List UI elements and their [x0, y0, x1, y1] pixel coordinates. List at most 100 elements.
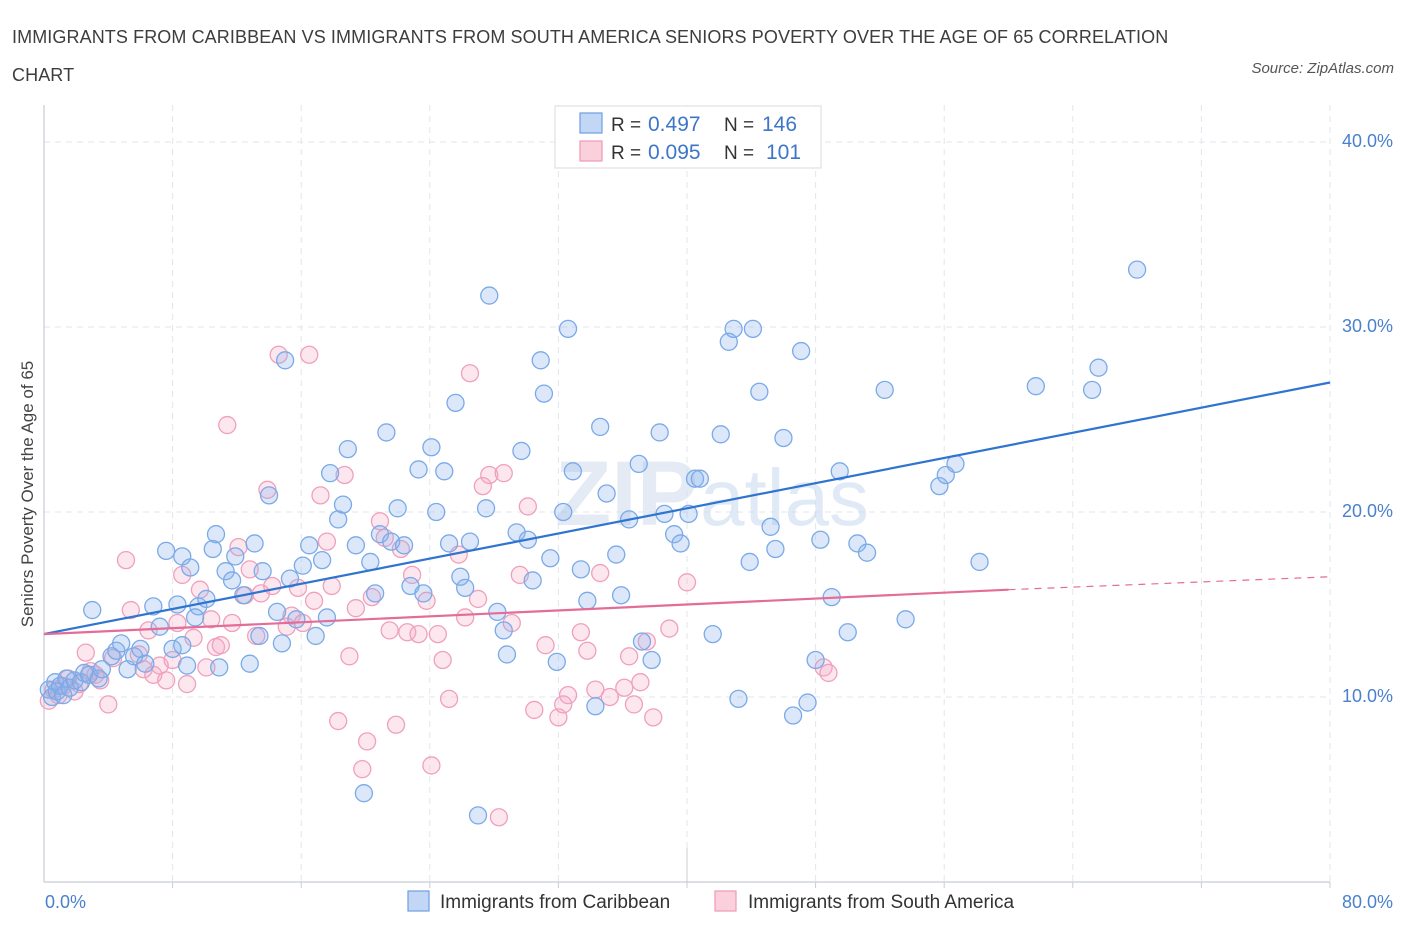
x-tick-label-min: 0.0%	[45, 892, 86, 912]
south-america-point	[409, 624, 428, 644]
south-america-point	[468, 589, 488, 609]
y-tick-label: 10.0%	[1342, 686, 1393, 706]
caribbean-point	[275, 351, 295, 370]
caribbean-point	[92, 660, 112, 679]
caribbean-point	[181, 558, 200, 577]
caribbean-point	[422, 438, 441, 457]
south-america-point	[571, 623, 591, 642]
y-tick-labels: 10.0% 20.0% 30.0% 40.0%	[1342, 131, 1393, 706]
caribbean-point	[611, 586, 631, 605]
caribbean-point	[150, 617, 169, 636]
south-america-point	[494, 463, 513, 483]
caribbean-point	[791, 341, 811, 361]
south-america-point	[317, 532, 337, 551]
south-america-point	[422, 756, 441, 775]
south-america-point	[615, 678, 634, 697]
south-america-point	[624, 695, 644, 714]
south-america-point	[456, 608, 475, 627]
caribbean-point	[253, 562, 272, 581]
south-america-point	[428, 624, 447, 644]
caribbean-point	[729, 689, 748, 708]
caribbean-point	[740, 552, 759, 572]
caribbean-point	[766, 539, 785, 559]
y-tick-label: 40.0%	[1342, 131, 1393, 151]
south-america-trend-extension	[1008, 576, 1331, 591]
south-america-point	[300, 345, 319, 364]
caribbean-point	[439, 534, 459, 553]
caribbean-point	[354, 784, 374, 803]
caribbean-point	[629, 454, 648, 474]
south-america-point	[304, 591, 324, 610]
chart-title: IMMIGRANTS FROM CARIBBEAN VS IMMIGRANTS …	[12, 27, 1169, 85]
south-america-point	[480, 465, 499, 485]
legend-n-value-south-america: 101	[766, 141, 801, 164]
south-america-point	[218, 415, 237, 435]
caribbean-point	[743, 319, 763, 339]
caribbean-point	[226, 547, 245, 566]
south-america-point	[340, 647, 359, 666]
caribbean-point	[531, 351, 550, 370]
caribbean-point	[830, 462, 849, 481]
caribbean-point	[578, 591, 597, 610]
caribbean-point	[245, 534, 264, 553]
caribbean-point	[703, 624, 722, 644]
south-america-point	[489, 808, 509, 827]
watermark-atlas: atlas	[700, 453, 869, 542]
caribbean-point	[523, 571, 542, 590]
south-america-point	[398, 623, 417, 642]
caribbean-point	[547, 652, 566, 671]
caribbean-point	[377, 423, 396, 442]
caribbean-point	[512, 441, 531, 461]
south-america-point	[329, 711, 348, 731]
caribbean-point	[267, 602, 287, 622]
south-america-point	[346, 599, 366, 618]
south-america-point	[439, 689, 459, 708]
caribbean-point	[857, 543, 877, 562]
caribbean-point	[642, 650, 661, 670]
caribbean-point	[650, 423, 669, 442]
caribbean-point	[896, 610, 915, 629]
legend-label-caribbean: Immigrants from Caribbean	[440, 892, 670, 913]
caribbean-point	[210, 658, 229, 677]
caribbean-point	[361, 552, 380, 572]
caribbean-points	[39, 260, 1147, 825]
x-tick-marks	[172, 848, 1331, 888]
caribbean-point	[173, 636, 192, 655]
caribbean-point	[554, 502, 573, 522]
caribbean-point	[875, 380, 894, 400]
south-america-point	[76, 643, 95, 662]
y-tick-label: 30.0%	[1342, 316, 1393, 336]
caribbean-point	[136, 654, 155, 673]
caribbean-point	[317, 608, 337, 627]
caribbean-point	[320, 463, 340, 483]
legend-n-label-south-america: N =	[724, 143, 754, 164]
caribbean-point	[427, 502, 446, 522]
south-america-point	[637, 632, 656, 651]
south-america-point	[591, 563, 610, 583]
south-america-point	[619, 647, 639, 666]
caribbean-point	[338, 439, 357, 459]
y-tick-label: 20.0%	[1342, 501, 1393, 521]
caribbean-point	[83, 600, 102, 620]
caribbean-point	[970, 552, 989, 572]
caribbean-point	[534, 384, 554, 403]
caribbean-point	[724, 319, 743, 339]
south-america-point	[370, 512, 390, 531]
legend-swatch-caribbean	[579, 112, 603, 134]
south-america-point	[222, 613, 242, 633]
south-america-point	[819, 663, 838, 683]
caribbean-point	[597, 484, 616, 503]
caribbean-trend-line	[43, 381, 1331, 636]
south-america-point	[386, 715, 406, 734]
caribbean-point	[456, 578, 475, 597]
caribbean-point	[494, 621, 513, 640]
caribbean-point	[272, 634, 292, 653]
south-america-point	[644, 708, 663, 727]
legend-n-value-caribbean: 146	[762, 113, 797, 136]
south-america-point	[677, 573, 697, 592]
caribbean-point	[250, 626, 269, 646]
caribbean-point	[586, 697, 605, 716]
caribbean-point	[783, 706, 803, 725]
caribbean-point	[163, 639, 182, 659]
